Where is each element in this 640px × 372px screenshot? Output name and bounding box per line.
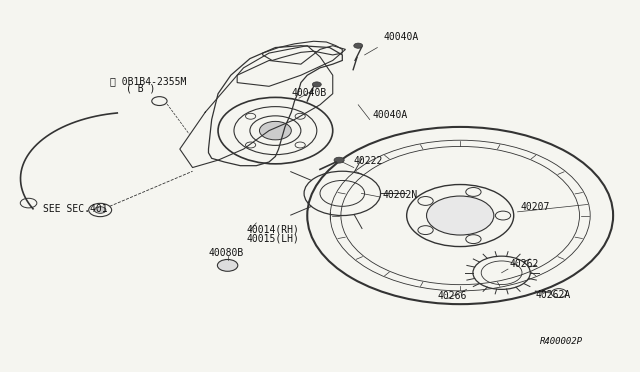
Circle shape: [312, 82, 321, 87]
Text: 40080B: 40080B: [209, 248, 244, 258]
Text: SEE SEC.401: SEE SEC.401: [43, 204, 108, 214]
Text: 40040A: 40040A: [384, 32, 419, 42]
Circle shape: [218, 260, 238, 271]
Circle shape: [426, 196, 494, 235]
Text: 40262A: 40262A: [536, 289, 571, 299]
Circle shape: [259, 121, 291, 140]
Text: 40222: 40222: [353, 156, 383, 166]
Text: Ⓑ 0B1B4-2355M: Ⓑ 0B1B4-2355M: [109, 77, 186, 86]
Text: ( B ): ( B ): [126, 84, 156, 94]
Text: 40207: 40207: [521, 202, 550, 212]
Text: R400002P: R400002P: [540, 337, 583, 346]
Text: 40202N: 40202N: [383, 190, 418, 200]
Text: 40040A: 40040A: [372, 110, 408, 120]
Circle shape: [95, 207, 106, 213]
Text: 40266: 40266: [438, 291, 467, 301]
Text: 40262: 40262: [510, 259, 540, 269]
Circle shape: [334, 157, 344, 163]
Circle shape: [354, 43, 363, 48]
Text: 40015(LH): 40015(LH): [246, 233, 300, 243]
Text: 40040B: 40040B: [291, 87, 326, 97]
Text: 40014(RH): 40014(RH): [246, 224, 300, 234]
